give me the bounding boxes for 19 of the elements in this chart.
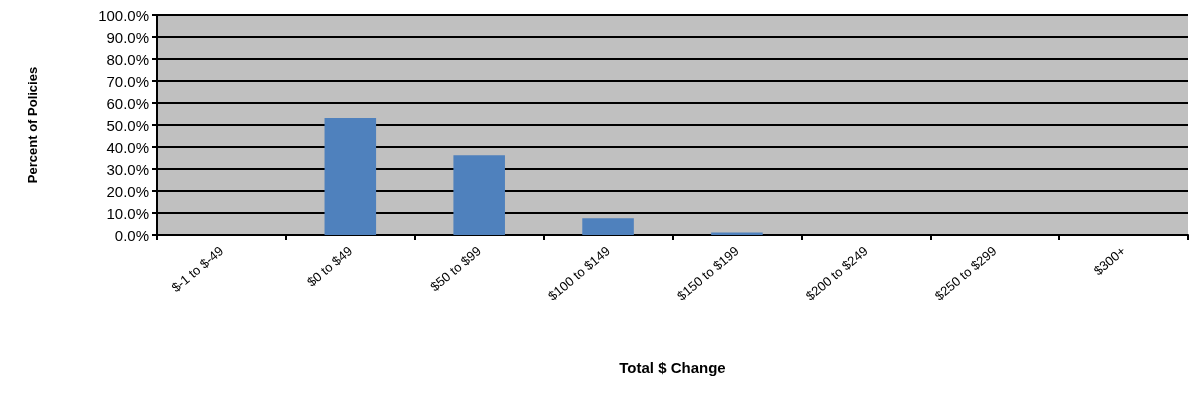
y-tick-label: 70.0%: [106, 72, 149, 90]
x-tick-label: $-1 to $-49: [168, 243, 227, 296]
y-tick-label: 10.0%: [106, 204, 149, 222]
y-tick-label: 50.0%: [106, 116, 149, 134]
y-tick-label: 30.0%: [106, 160, 149, 178]
y-axis-title: Percent of Policies: [25, 66, 40, 184]
x-axis-title: Total $ Change: [619, 359, 726, 376]
y-tick-label: 100.0%: [98, 6, 149, 24]
y-tick-label: 0.0%: [114, 226, 149, 244]
bar: [582, 218, 634, 235]
x-tick-label: $0 to $49: [303, 243, 356, 290]
y-tick-label: 40.0%: [106, 138, 149, 156]
bar: [324, 117, 377, 235]
y-tick-label: 90.0%: [106, 28, 149, 46]
y-tick-label: 60.0%: [106, 94, 149, 112]
x-tick-label: $50 to $99: [427, 243, 485, 295]
y-tick-label: 80.0%: [106, 50, 149, 68]
bar: [453, 155, 505, 235]
y-tick-label: 20.0%: [106, 182, 149, 200]
